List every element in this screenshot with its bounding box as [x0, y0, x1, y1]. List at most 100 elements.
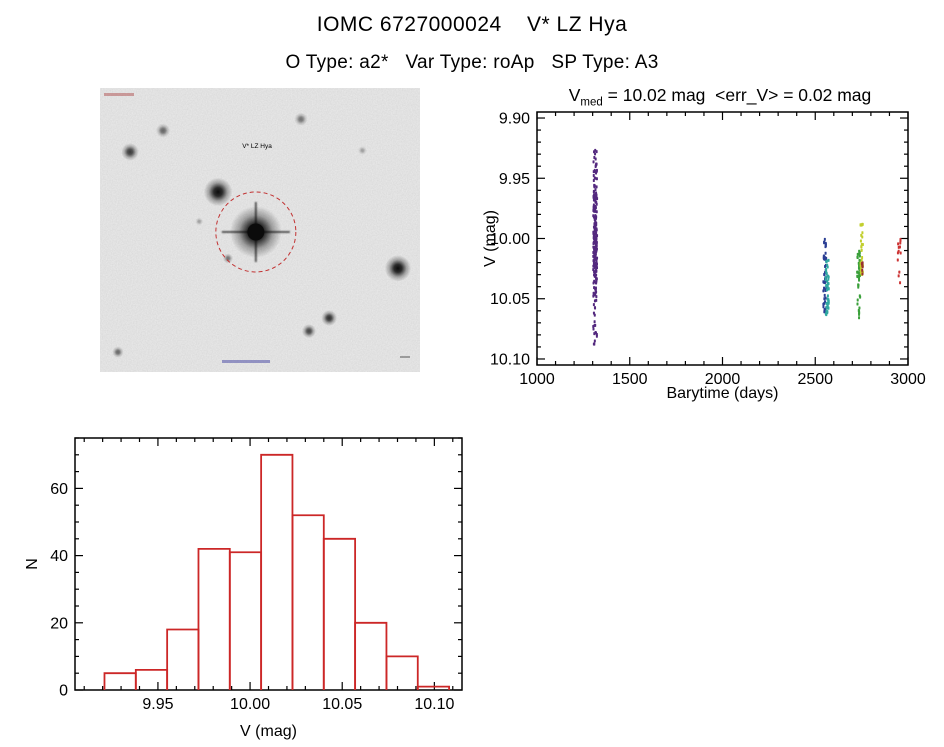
scatter-point	[592, 281, 595, 285]
scatter-point	[594, 235, 597, 239]
finder-star	[203, 177, 233, 207]
scatter-title-rest: = 10.02 mag <err_V> = 0.02 mag	[602, 85, 872, 105]
scatter-point	[594, 215, 597, 219]
y-tick-label: 20	[50, 615, 68, 632]
scatter-point	[824, 278, 827, 282]
finder-star-label: V* LZ Hya	[242, 143, 272, 150]
scatter-point	[594, 208, 597, 212]
scatter-point	[593, 155, 596, 159]
scatter-point	[595, 231, 598, 235]
scatter-point	[595, 202, 598, 206]
scatter-point	[822, 280, 825, 284]
plot-frame	[74, 437, 463, 691]
scatter-point	[592, 160, 595, 164]
scatter-point	[594, 176, 597, 180]
histogram-bars	[103, 453, 450, 690]
scatter-title-subscript: med	[580, 96, 603, 109]
scatter-point	[860, 266, 863, 270]
scatter-point	[858, 278, 861, 282]
scatter-point	[827, 299, 830, 303]
scatter-point	[592, 236, 595, 240]
scatter-point	[897, 249, 900, 253]
scatter-point	[594, 163, 597, 167]
x-axis-label: Barytime (days)	[666, 385, 778, 402]
finding-chart-image: V* LZ Hya	[100, 88, 420, 372]
histogram-bar	[322, 537, 357, 690]
y-axis-label: N	[24, 558, 41, 570]
tiny-text-smudge-bottom	[222, 360, 270, 363]
histogram-bar	[354, 621, 388, 690]
x-tick-label: 1000	[519, 371, 555, 388]
scatter-point	[861, 235, 864, 239]
scatter-point	[595, 295, 598, 299]
scatter-point	[861, 256, 864, 260]
scatter-point	[595, 210, 598, 214]
scatter-point	[859, 239, 862, 243]
scatter-point	[857, 285, 860, 289]
histogram-bar	[260, 453, 294, 690]
scatter-point	[594, 274, 597, 278]
scatter-point	[592, 259, 595, 263]
scatter-point	[858, 251, 861, 255]
scatter-point	[593, 299, 596, 303]
y-tick-label: 60	[50, 481, 68, 498]
scatter-point	[592, 327, 595, 331]
y-tick-label: 10.05	[490, 291, 530, 308]
scatter-point	[826, 294, 829, 298]
y-tick-label: 9.95	[499, 171, 530, 188]
x-tick-label: 9.95	[142, 696, 173, 713]
scatter-point	[593, 266, 596, 270]
scatter-point	[823, 286, 826, 290]
scatter-point	[594, 220, 597, 224]
scatter-point	[860, 248, 863, 252]
finder-star	[112, 346, 124, 358]
page-title: IOMC 6727000024 V* LZ Hya	[316, 13, 628, 36]
target-circle-marker	[215, 191, 297, 273]
scatter-point	[594, 245, 597, 249]
histogram-bar	[134, 668, 169, 690]
histogram-bar	[166, 628, 200, 690]
scatter-point	[595, 247, 598, 251]
scatter-point	[594, 287, 597, 291]
scatter-point	[860, 258, 863, 262]
scatter-point	[595, 331, 598, 335]
scatter-point	[593, 306, 596, 310]
scatter-point	[825, 259, 828, 263]
central-star-core	[247, 223, 265, 241]
magnitude-histogram-plot: 9.95 10.00 10.05 10.10 0 20 40 60 V (mag) N	[24, 437, 463, 740]
scatter-point	[824, 242, 827, 246]
scatter-point	[856, 252, 859, 256]
scatter-point	[826, 263, 829, 267]
x-tick-label: 10.05	[322, 696, 362, 713]
scatter-point	[860, 242, 863, 246]
scatter-point	[825, 309, 828, 313]
finder-star	[321, 310, 338, 326]
finder-star	[294, 112, 308, 126]
scatter-point	[826, 288, 829, 292]
scatter-point	[592, 214, 595, 218]
scatter-point	[594, 290, 597, 294]
scatter-point	[856, 302, 859, 306]
scatter-point	[824, 265, 827, 269]
scatter-point	[594, 152, 597, 156]
scatter-point	[596, 256, 599, 260]
scatter-point	[595, 185, 598, 189]
finder-star	[301, 324, 316, 339]
scatter-point	[823, 293, 826, 297]
scatter-point	[861, 265, 864, 269]
scatter-point	[897, 242, 900, 246]
scatter-point	[822, 302, 825, 306]
scatter-point	[824, 251, 827, 255]
scatter-point	[595, 223, 598, 227]
scatter-point	[824, 275, 827, 279]
page-subtitle: O Type: a2* Var Type: roAp SP Type: A3	[285, 52, 659, 73]
scatter-point	[593, 324, 596, 328]
scatter-point	[822, 305, 825, 309]
scatter-point	[592, 190, 595, 194]
scatter-point	[897, 274, 900, 278]
scatter-point	[898, 245, 901, 249]
scatter-point	[826, 279, 829, 283]
scatter-point	[596, 197, 599, 201]
y-axis-label: V (mag)	[482, 210, 499, 267]
scatter-point	[594, 252, 597, 256]
